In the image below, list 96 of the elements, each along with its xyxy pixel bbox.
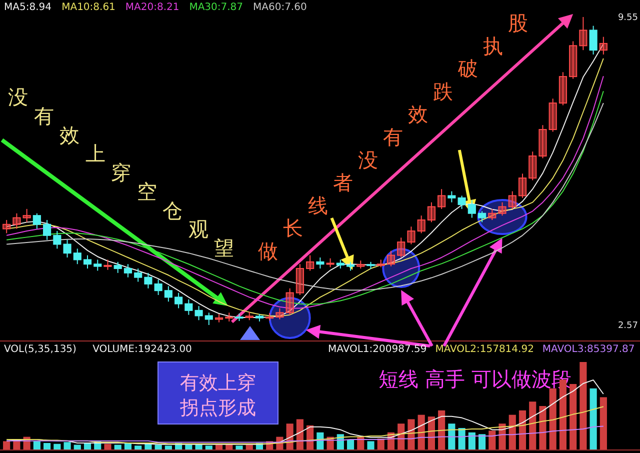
candlestick [488,208,496,220]
bar [44,442,51,450]
candlestick [134,268,142,282]
candlestick [286,288,294,316]
candlestick [194,306,203,321]
candlestick [558,72,567,106]
candlestick [306,254,314,272]
bar [104,444,112,450]
candlestick [518,173,527,198]
y-tick-label: 9.55 [618,13,638,24]
candlestick [94,259,102,272]
candlestick [569,40,578,80]
bar [33,441,40,450]
bar [549,388,556,450]
bar [580,362,587,450]
y-tick-label: 2.57 [618,321,638,332]
candlestick [174,292,183,309]
candlestick [184,298,193,316]
text: VOLUME:192423.00 [92,344,192,355]
candlestick [214,313,224,323]
candlestick [407,226,416,245]
candlestick [43,219,52,240]
candlestick [316,256,324,270]
bar [367,441,374,450]
text: MAVOL3:85397.87 [542,344,635,355]
text: 做长线者没有效跌破执股 [258,11,528,263]
text: 没有效上穿空仓观望 [8,85,234,260]
candlestick [589,25,598,56]
candlestick [538,124,547,159]
candlestick [32,212,41,230]
candlestick [63,239,72,258]
candlestick [276,308,284,320]
bar [478,434,486,450]
candlestick [154,279,162,296]
candlestick [468,200,476,218]
annotation: 有效上穿 [180,372,256,394]
candlestick [245,311,254,321]
candlestick [386,250,396,267]
candlestick [266,312,274,322]
bar [539,406,546,450]
candlestick [397,237,406,258]
bar [488,430,496,450]
text: VOL(5,35,135) [4,344,77,355]
candlestick [83,254,92,270]
bar [236,446,243,450]
candlestick [356,260,365,270]
bar [448,424,456,450]
bar [590,388,597,450]
candlestick [296,264,304,296]
candlestick [528,151,537,181]
candlestick [427,202,436,223]
candlestick [114,261,122,274]
bar [570,384,577,450]
candlestick [2,219,11,234]
candlestick [204,312,213,326]
candlestick [548,98,557,132]
candlestick [326,258,334,268]
candlestick [417,215,426,234]
annotation: 拐点形成 [179,397,256,419]
bar [64,442,71,450]
bar [114,444,122,450]
candlestick [53,230,62,250]
bar [529,402,536,450]
bar [438,410,446,450]
candlestick [508,190,516,210]
candlestick [498,202,506,216]
text: MAVOL1:200987.59 [328,344,427,355]
text: MA20:8.21 [125,2,180,13]
candlestick [124,264,132,278]
text: MA5:8.94 [4,2,52,13]
bar [296,419,304,450]
candlestick [599,36,608,56]
text: MA30:7.87 [189,2,244,13]
candlestick [12,212,21,230]
candlestick [579,16,588,51]
candlestick [73,248,82,265]
bar [600,397,607,450]
bar [3,441,10,450]
candlestick [22,208,31,223]
text: MA10:8.61 [62,2,116,13]
candlestick [478,210,486,223]
bar [134,446,142,450]
candlestick [225,312,234,322]
candlestick [144,272,152,289]
candlestick [376,259,385,268]
candlestick [104,259,112,270]
candlestick [164,286,172,302]
text: MAVOL2:157814.92 [435,344,534,355]
bar [164,446,172,450]
text: MA60:7.60 [253,2,307,13]
bar [74,444,81,450]
bar [468,432,476,450]
bar [205,446,212,450]
candlestick [448,190,456,203]
candlestick [458,195,466,210]
candlestick [438,188,446,210]
